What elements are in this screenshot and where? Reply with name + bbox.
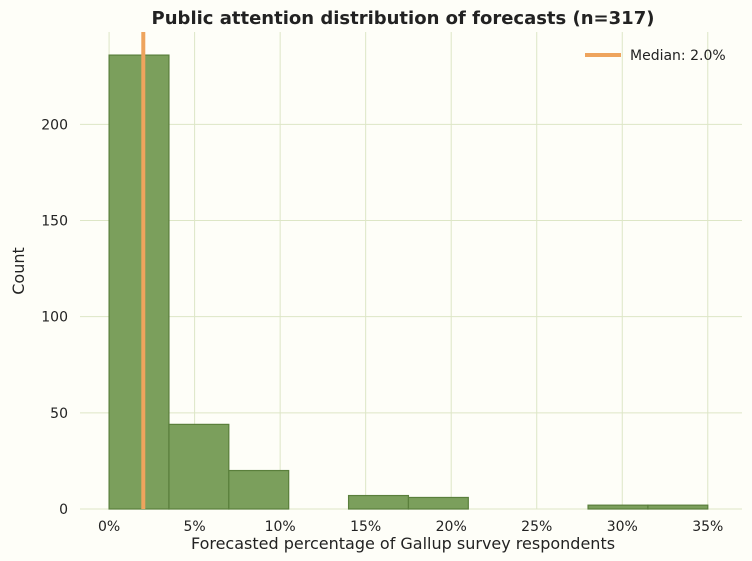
x-tick-label-3: 15% (350, 519, 381, 535)
histogram-bars (108, 54, 709, 510)
y-tick-label-2: 100 (41, 310, 68, 326)
histogram-bar-8 (587, 504, 649, 510)
histogram-bar-0 (108, 54, 170, 510)
histogram-bar-4 (347, 494, 410, 510)
x-tick-label-1: 5% (184, 519, 206, 535)
legend: Median: 2.0% (585, 48, 726, 64)
chart-title: Public attention distribution of forecas… (152, 8, 655, 29)
y-axis-label: Count (9, 247, 28, 295)
x-tick-label-7: 35% (692, 519, 723, 535)
x-axis-ticks: 0% 5% 10% 15% 20% 25% 30% 35% (98, 519, 723, 535)
y-tick-label-1: 50 (50, 406, 68, 422)
y-tick-label-0: 0 (59, 502, 68, 518)
y-axis-ticks: 0 50 100 150 200 (41, 117, 68, 518)
x-tick-label-6: 30% (607, 519, 638, 535)
x-tick-label-4: 20% (436, 519, 467, 535)
x-tick-label-5: 25% (521, 519, 552, 535)
x-tick-label-0: 0% (98, 519, 120, 535)
histogram-bar-2 (228, 469, 290, 510)
histogram-bar-9 (647, 504, 709, 510)
histogram-bar-5 (407, 496, 469, 510)
x-tick-label-2: 10% (265, 519, 296, 535)
x-axis-label: Forecasted percentage of Gallup survey r… (191, 534, 615, 553)
y-tick-label-4: 200 (41, 117, 68, 133)
histogram-bar-1 (168, 423, 230, 510)
y-tick-label-3: 150 (41, 213, 68, 229)
legend-median-label: Median: 2.0% (630, 48, 726, 64)
